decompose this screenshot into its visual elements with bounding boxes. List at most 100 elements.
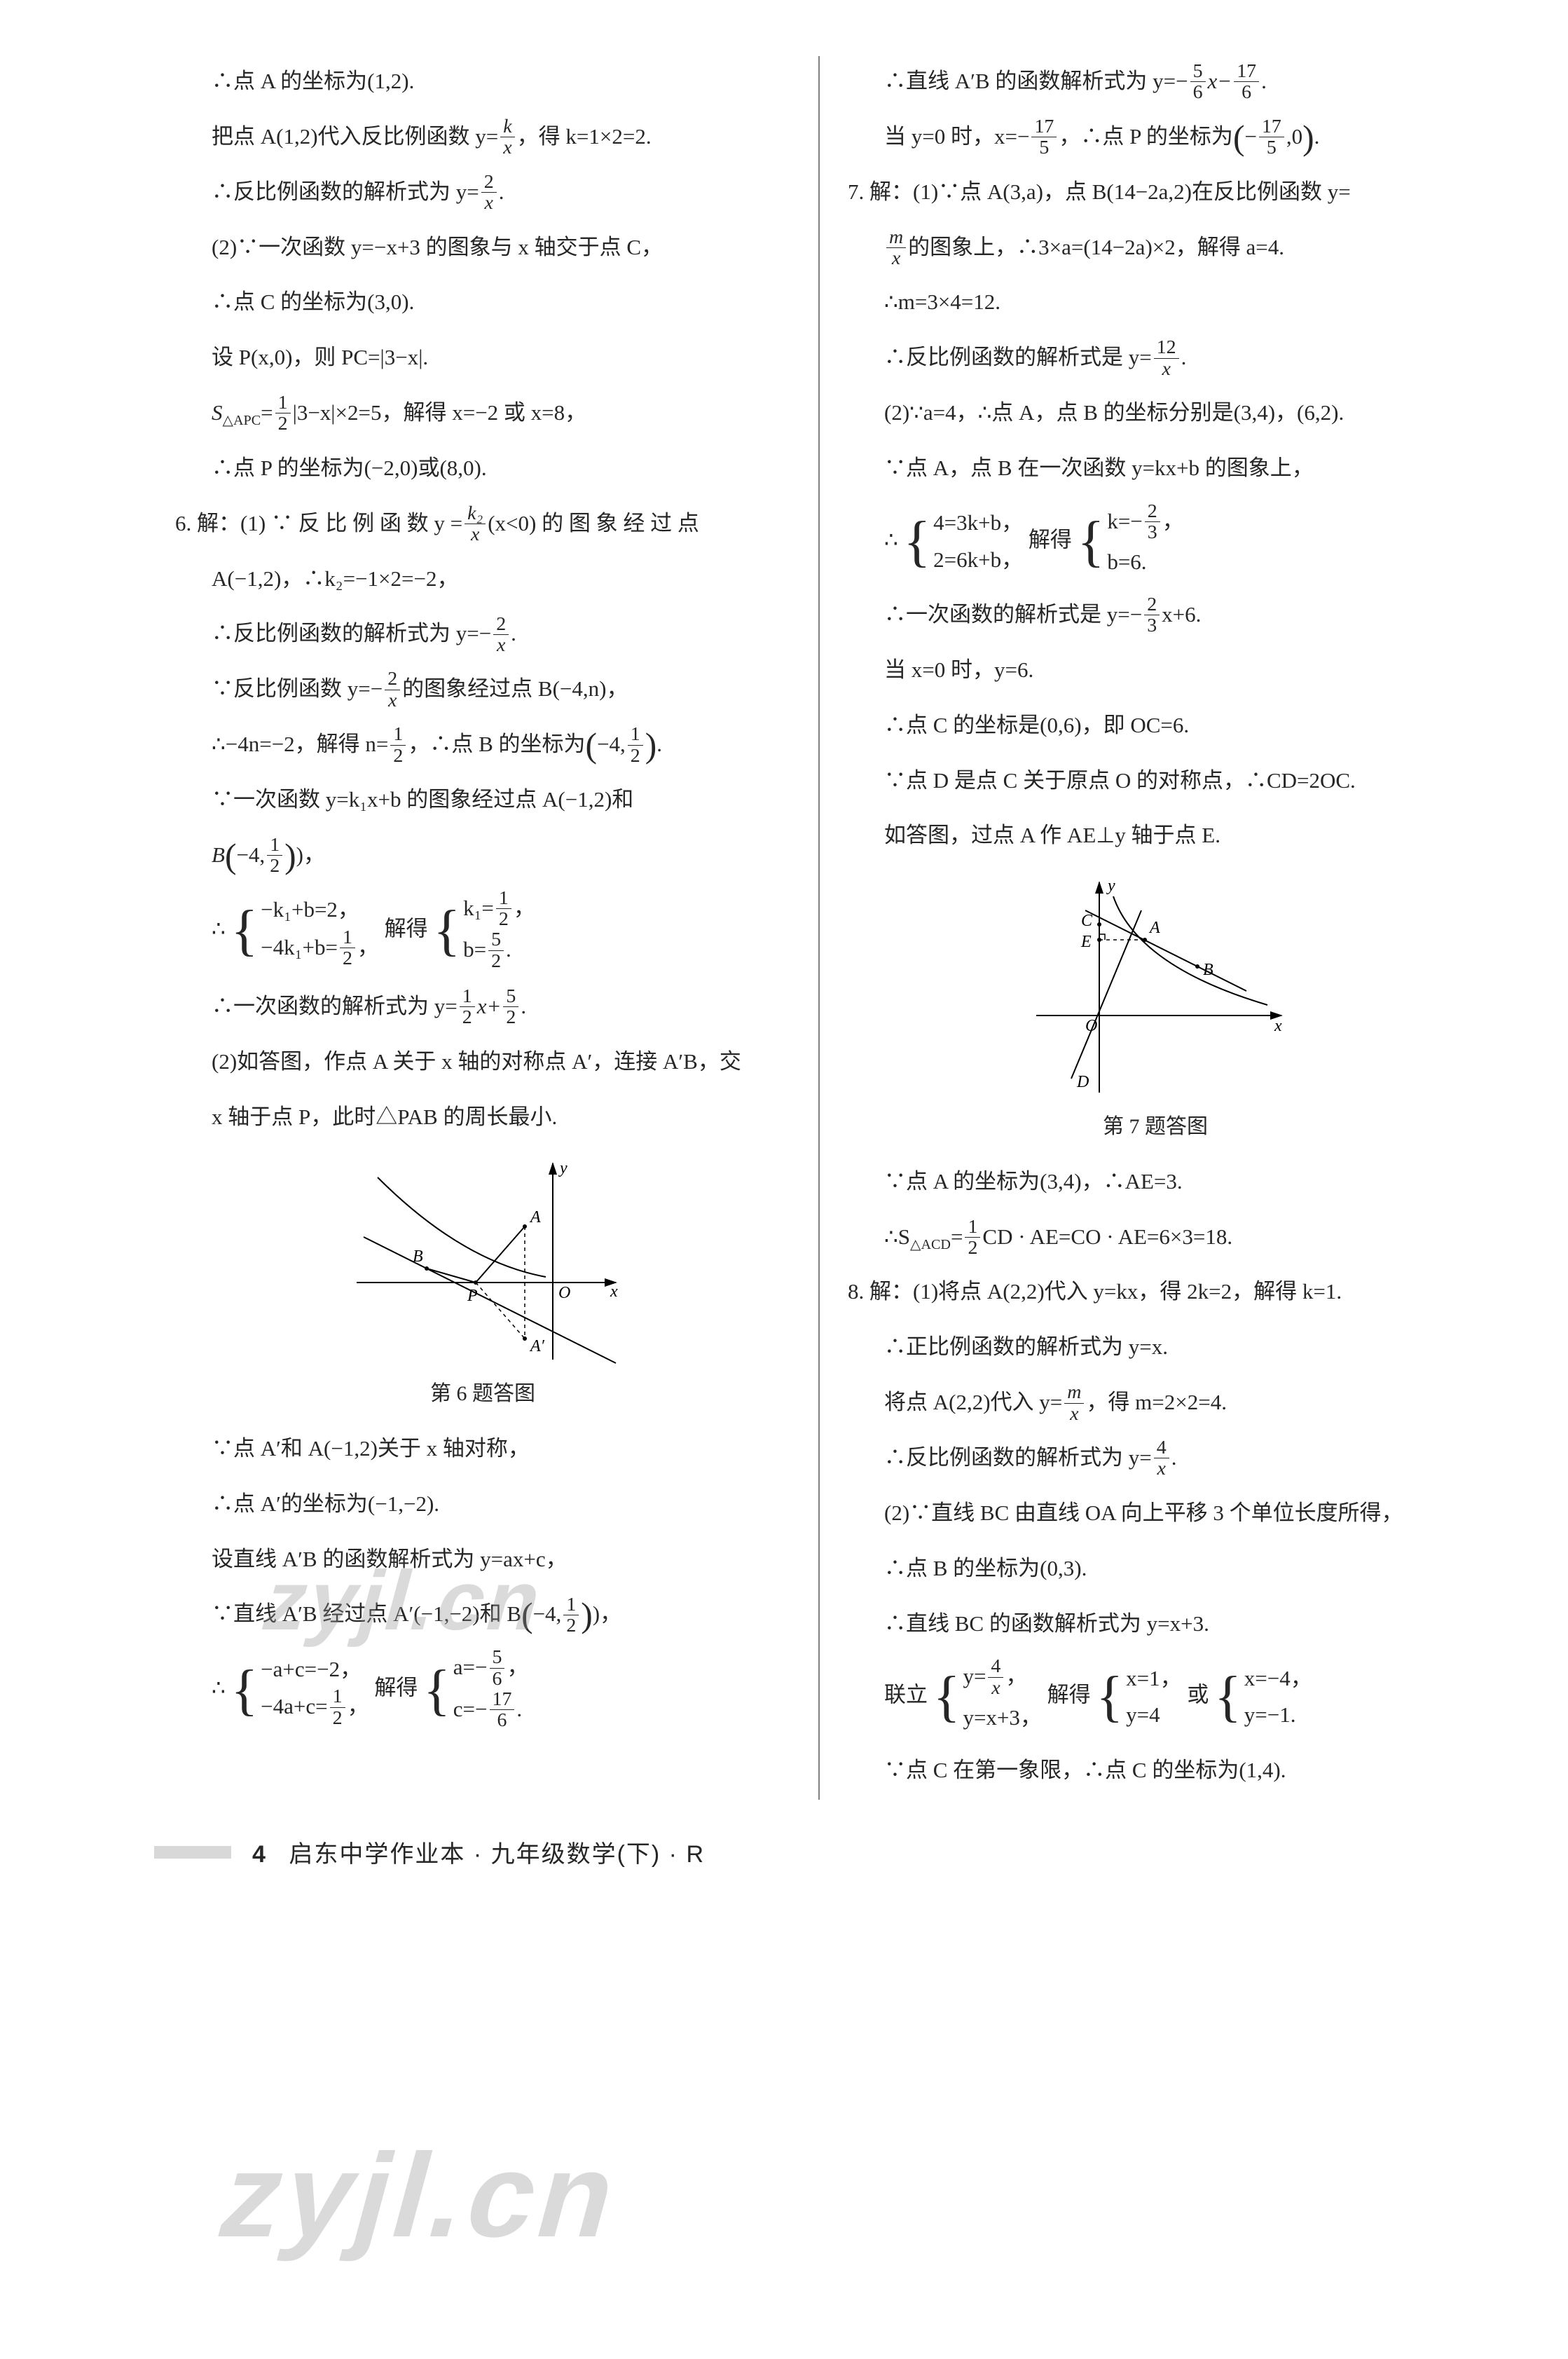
text-line: A(−1,2)，∴k₂=−1×2=−2，: [175, 554, 790, 605]
text-line: ∴直线 BC 的函数解析式为 y=x+3.: [848, 1599, 1463, 1650]
label-Ap: A′: [529, 1337, 545, 1355]
fraction: mx: [1064, 1382, 1084, 1424]
t: )，: [296, 842, 325, 867]
fraction: 12: [628, 724, 643, 766]
t: 的图象上，∴3×a=(14−2a)×2，解得 a=4.: [908, 235, 1284, 259]
t: ∴反比例函数的解析式为 y=: [212, 179, 479, 204]
text-line: (2)∵a=4，∴点 A，点 B 的坐标分别是(3,4)，(6,2).: [848, 388, 1463, 439]
t: S: [212, 400, 223, 425]
text-line: ∴S△ACD=12CD · AE=CO · AE=6×3=18.: [848, 1212, 1463, 1263]
page-columns: ∴点 A 的坐标为(1,2). 把点 A(1,2)代入反比例函数 y=kx ，得 …: [154, 56, 1484, 1800]
t: (x<0) 的 图 象 经 过 点: [488, 511, 699, 535]
sys-row: k=−23，: [1107, 502, 1183, 545]
t: B: [212, 842, 225, 867]
fraction: 2x: [481, 172, 497, 214]
text-line: ∵点 A′和 A(−1,2)关于 x 轴对称，: [175, 1423, 790, 1475]
sys-row: a=−56，: [453, 1648, 529, 1690]
text-line: ∴反比例函数的解析式为 y=−2x.: [175, 608, 790, 659]
fraction: 12: [267, 835, 282, 877]
t: 或: [1187, 1683, 1209, 1707]
t: 解得: [1029, 527, 1072, 552]
t: .: [499, 179, 504, 204]
t: (1)将点 A(2,2)代入 y=kx，得 2k=2，解得 k=1.: [913, 1279, 1342, 1304]
t: ∴反比例函数的解析式为 y=−: [212, 621, 491, 645]
label-B: B: [413, 1247, 423, 1266]
figure-6-svg: A B P A′ O x y: [336, 1156, 630, 1367]
text-line: B(−4,12))，: [175, 830, 790, 881]
t: △ACD: [910, 1237, 951, 1252]
t: ∴S: [884, 1224, 910, 1249]
t: 解得: [385, 916, 428, 941]
text-line: S△APC=12|3−x|×2=5，解得 x=−2 或 x=8，: [175, 388, 790, 439]
equation-system: 联立 { y=4x， y=x+3， 解得 { x=1， y=4 或 {: [848, 1653, 1463, 1740]
question-label: 6. 解：: [175, 511, 240, 535]
svg-text:C: C: [1081, 912, 1093, 930]
t: 将点 A(2,2)代入 y=: [884, 1390, 1062, 1414]
fraction: 56: [1190, 61, 1206, 103]
text-line: ∵一次函数 y=k₁x+b 的图象经过点 A(−1,2)和: [175, 774, 790, 826]
label-A: A: [529, 1208, 541, 1226]
footer-bar-icon: [154, 1846, 231, 1859]
label-x: x: [610, 1283, 618, 1301]
sys-row: y=4x，: [963, 1657, 1041, 1700]
t: 把点 A(1,2)代入反比例函数 y=: [212, 124, 498, 149]
figure-7: A B C E D O x y 第 7 题答图: [848, 875, 1463, 1152]
text-line: ∴−4n=−2，解得 n=12，∴点 B 的坐标为((−4,−4,12).: [175, 719, 790, 770]
figure-7-caption: 第 7 题答图: [848, 1102, 1463, 1152]
question-label: 8. 解：: [848, 1279, 913, 1304]
text-line: 设 P(x,0)，则 PC=|3−x|.: [175, 332, 790, 383]
equation-system: ∴ { 4=3k+b， 2=6k+b， 解得 { k=−23， b=6.: [848, 498, 1463, 585]
fraction: 176: [1234, 61, 1259, 103]
fraction: kx: [500, 116, 514, 158]
sys-row: k₁=12，: [463, 889, 535, 931]
sys-row: −4a+c=12，: [261, 1688, 369, 1730]
t: 的图象经过点 B(−4,n)，: [402, 676, 628, 701]
t: ∴一次函数的解析式为 y=: [212, 994, 458, 1018]
t: ，得 m=2×2=4.: [1086, 1390, 1227, 1414]
svg-text:B: B: [1203, 961, 1213, 979]
text-line: ∴一次函数的解析式为 y=12x+52.: [175, 981, 790, 1032]
t: x+: [477, 994, 502, 1018]
fraction: 23: [1144, 594, 1160, 636]
t: (1)∵点 A(3,a)，点 B(14−2a,2)在反比例函数 y=: [913, 179, 1351, 204]
sys-row: y=x+3，: [963, 1700, 1041, 1737]
text-line: 当 x=0 时，y=6.: [848, 645, 1463, 696]
text-line: ∵反比例函数 y=−2x的图象经过点 B(−4,n)，: [175, 664, 790, 715]
text-line: 7. 解：(1)∵点 A(3,a)，点 B(14−2a,2)在反比例函数 y=: [848, 167, 1463, 218]
fraction: 2x: [493, 614, 509, 656]
sys-row: y=4: [1126, 1697, 1181, 1734]
text-line: ∴反比例函数的解析式为 y=4x.: [848, 1433, 1463, 1484]
right-column: ∴直线 A′B 的函数解析式为 y=−56x−176. 当 y=0 时，x=−1…: [827, 56, 1484, 1800]
fraction: 12: [563, 1594, 579, 1636]
text-line: ∵点 A，点 B 在一次函数 y=kx+b 的图象上，: [848, 443, 1463, 494]
text-line: ∴点 P 的坐标为(−2,0)或(8,0).: [175, 443, 790, 494]
text-line: ∴一次函数的解析式是 y=−23x+6.: [848, 589, 1463, 641]
figure-6: A B P A′ O x y: [175, 1156, 790, 1419]
footer-title: 启东中学作业本 · 九年级数学(下) · R: [289, 1841, 705, 1868]
fraction: mx: [886, 227, 906, 269]
t: 联立: [884, 1683, 928, 1707]
t: ∴: [212, 916, 226, 941]
text-line: ∵直线 A′B 经过点 A′(−1,−2)和 B(−4,12))，: [175, 1589, 790, 1640]
text-line: ∴反比例函数的解析式是 y=12x.: [848, 332, 1463, 383]
fraction: 12x: [1154, 337, 1179, 379]
t: ∴: [884, 527, 898, 552]
left-column: ∴点 A 的坐标为(1,2). 把点 A(1,2)代入反比例函数 y=kx，得 …: [154, 56, 811, 1800]
t: ∴反比例函数的解析式是 y=: [884, 345, 1152, 369]
text-line: ∴直线 A′B 的函数解析式为 y=−56x−176.: [848, 56, 1463, 107]
column-divider: [818, 56, 820, 1800]
t: ∴一次函数的解析式是 y=−: [884, 602, 1142, 627]
text-line: ∴点 A 的坐标为(1,2).: [175, 56, 790, 107]
t: .: [1261, 69, 1267, 93]
text-line: (2)∵直线 BC 由直线 OA 向上平移 3 个单位长度所得，: [848, 1488, 1463, 1539]
text-line: (2)∵一次函数 y=−x+3 的图象与 x 轴交于点 C，: [175, 222, 790, 273]
equation-system: ∴ { −k₁+b=2， −4k₁+b=12， 解得 { k₁=12， b=52…: [175, 885, 790, 977]
text-line: ∴反比例函数的解析式为 y=2x.: [175, 167, 790, 218]
svg-text:y: y: [1106, 877, 1115, 895]
t: ∵反比例函数 y=−: [212, 676, 383, 701]
figure-7-svg: A B C E D O x y: [1015, 875, 1295, 1100]
label-O: O: [558, 1284, 570, 1302]
t: =: [951, 1224, 963, 1249]
svg-text:O: O: [1085, 1017, 1097, 1035]
watermark: zyjl.cn: [206, 2127, 636, 2264]
